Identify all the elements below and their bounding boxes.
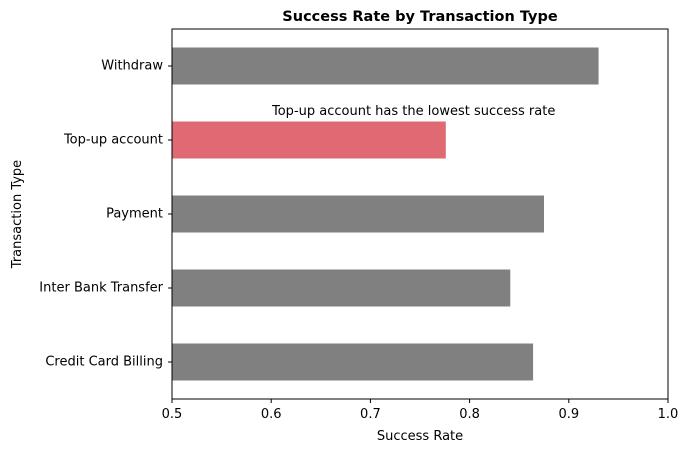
bar-payment [172,195,544,233]
x-tick-label: 0.8 [459,407,480,422]
y-tick-label: Withdraw [101,59,163,74]
annotation-text: Top-up account has the lowest success ra… [271,104,555,119]
x-axis: 0.5 0.6 0.7 0.8 0.9 1.0 [162,399,679,422]
bar-withdraw [172,47,599,85]
x-tick-label: 0.5 [162,407,183,422]
x-axis-label: Success Rate [377,429,463,444]
bar-credit-card-billing [172,343,534,381]
y-tick-label: Top-up account [63,133,163,148]
y-tick-label: Inter Bank Transfer [39,281,163,296]
bar-inter-bank-transfer [172,269,511,307]
x-tick-label: 0.7 [360,407,381,422]
bars-group [172,47,599,381]
y-tick-label: Payment [106,207,163,222]
x-tick-label: 0.9 [558,407,579,422]
chart-title: Success Rate by Transaction Type [282,9,558,25]
y-axis-label: Transaction Type [10,160,25,269]
bar-top-up-account [172,121,446,159]
x-tick-label: 0.6 [261,407,282,422]
x-tick-label: 1.0 [658,407,679,422]
y-axis: Credit Card Billing Inter Bank Transfer Pa… [39,59,172,370]
y-tick-label: Credit Card Billing [45,355,163,370]
